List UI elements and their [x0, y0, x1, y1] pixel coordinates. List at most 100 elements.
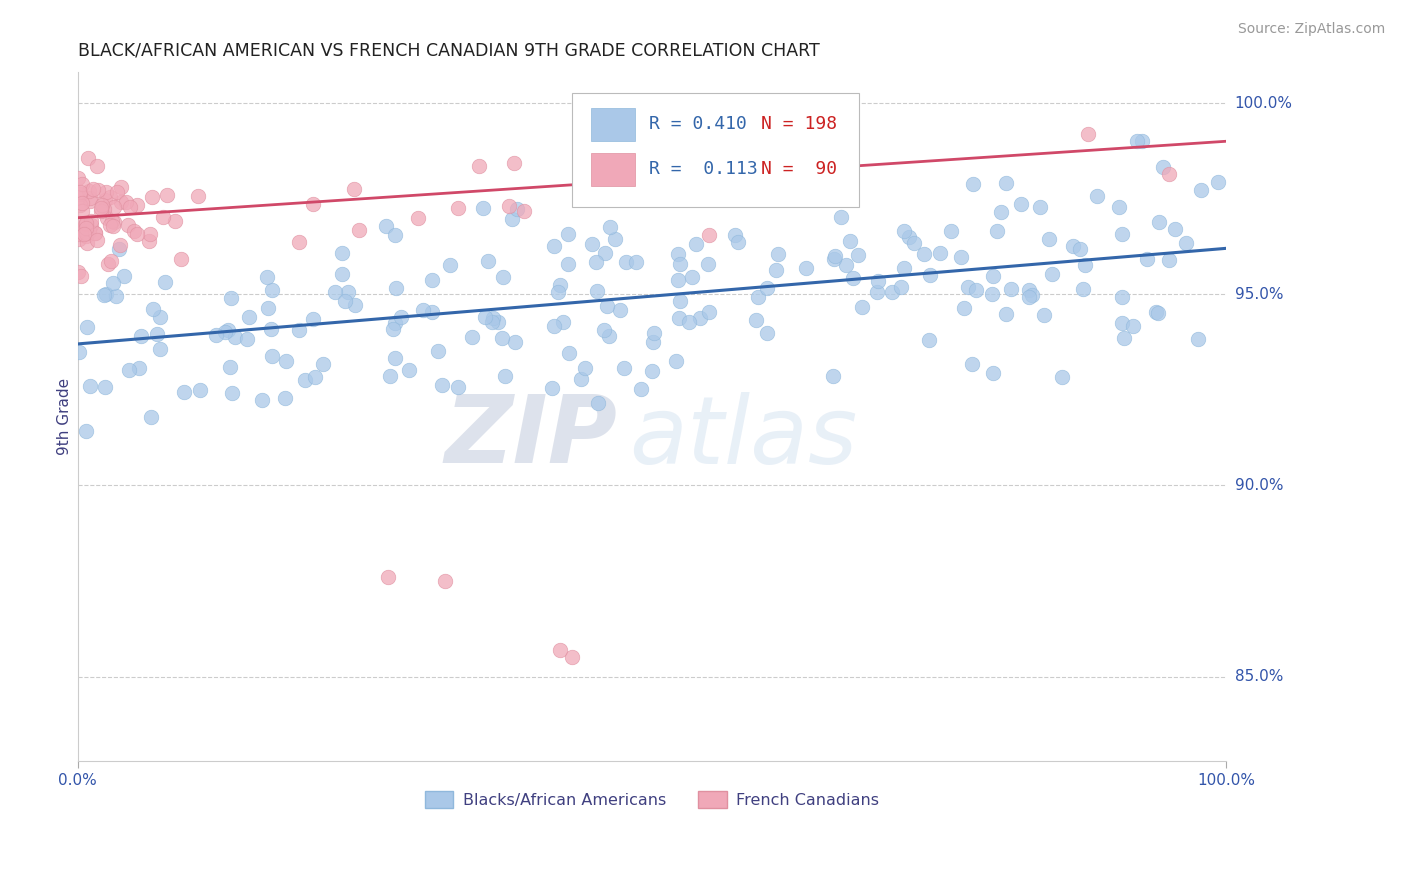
FancyBboxPatch shape [591, 153, 634, 186]
Point [163, 214, 186, 228]
Point [347, 223, 370, 237]
Point [765, 263, 787, 277]
Point [981, 268, 1004, 283]
Point [69, 198, 91, 212]
Point [256, 301, 278, 316]
Point [139, 409, 162, 424]
Point [1175, 235, 1198, 250]
Point [965, 283, 987, 297]
Point [256, 270, 278, 285]
Point [90, 204, 112, 219]
Point [679, 144, 702, 158]
Point [1206, 175, 1229, 189]
Point [84, 227, 107, 241]
Point [1073, 258, 1095, 272]
Point [823, 252, 845, 267]
Point [839, 234, 862, 248]
Point [110, 179, 132, 194]
Point [512, 203, 534, 218]
Point [142, 301, 165, 316]
Point [548, 643, 571, 657]
Point [100, 253, 122, 268]
Point [585, 255, 607, 269]
Point [755, 177, 778, 191]
Point [550, 278, 572, 293]
Point [75, 221, 97, 235]
Point [918, 333, 941, 347]
FancyBboxPatch shape [572, 93, 859, 207]
Point [866, 274, 889, 288]
Point [614, 255, 637, 269]
Point [67, 190, 90, 204]
Point [581, 237, 603, 252]
Point [494, 369, 516, 384]
Point [503, 156, 526, 170]
Point [97, 257, 120, 271]
Point [262, 349, 284, 363]
Point [75, 229, 97, 244]
Point [80, 218, 103, 232]
Point [962, 177, 984, 191]
Point [430, 378, 453, 392]
Point [235, 332, 257, 346]
Point [330, 267, 353, 281]
Point [434, 574, 457, 588]
Point [1033, 308, 1056, 322]
Point [1018, 290, 1040, 304]
Point [1050, 369, 1073, 384]
Point [1021, 288, 1043, 302]
Point [288, 323, 311, 337]
Point [101, 214, 124, 228]
Point [640, 169, 662, 183]
Point [492, 269, 515, 284]
Point [949, 250, 972, 264]
Point [613, 361, 636, 376]
Point [918, 268, 941, 283]
Point [630, 382, 652, 396]
Point [1000, 283, 1022, 297]
Point [1038, 232, 1060, 246]
Point [1112, 331, 1135, 345]
Point [794, 261, 817, 276]
Point [76, 236, 98, 251]
Point [131, 328, 153, 343]
Point [596, 300, 619, 314]
Point [824, 249, 846, 263]
Point [375, 219, 398, 233]
Point [122, 224, 145, 238]
Point [105, 289, 128, 303]
FancyBboxPatch shape [591, 108, 634, 141]
Point [103, 219, 125, 233]
Point [482, 310, 505, 325]
Point [422, 305, 444, 319]
Point [103, 215, 125, 229]
Point [981, 286, 1004, 301]
Point [152, 211, 174, 225]
Point [1111, 227, 1133, 241]
Y-axis label: 9th Grade: 9th Grade [58, 378, 72, 455]
Point [669, 257, 692, 271]
Point [724, 228, 747, 243]
Point [93, 288, 115, 302]
Point [138, 235, 160, 249]
Point [82, 182, 104, 196]
Point [557, 227, 579, 241]
Point [77, 151, 100, 165]
Point [344, 298, 367, 312]
Point [474, 310, 496, 324]
Point [75, 220, 97, 235]
Point [727, 235, 749, 250]
Point [689, 310, 711, 325]
Point [1164, 222, 1187, 236]
Point [69, 187, 91, 202]
Point [79, 191, 101, 205]
Point [624, 254, 647, 268]
Point [75, 218, 97, 232]
Point [75, 227, 97, 241]
Point [666, 246, 689, 260]
Point [1187, 332, 1209, 346]
Point [260, 283, 283, 297]
Point [851, 300, 873, 314]
Point [1157, 252, 1180, 267]
Point [603, 231, 626, 245]
